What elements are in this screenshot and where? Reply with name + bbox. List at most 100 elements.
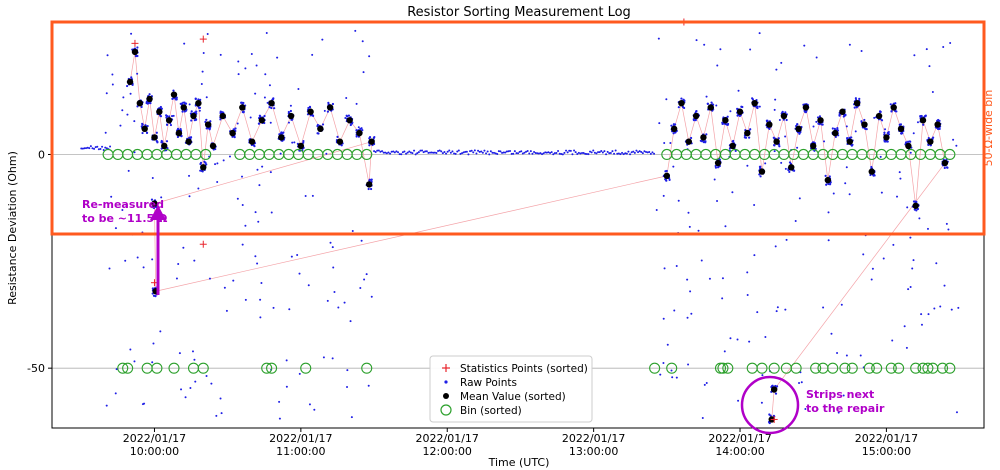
raw-point xyxy=(536,152,539,155)
raw-point xyxy=(289,109,292,113)
statistics-connector xyxy=(783,115,792,168)
mean-point xyxy=(175,129,183,137)
raw-point xyxy=(136,46,139,49)
raw-point xyxy=(558,152,561,155)
raw-point xyxy=(362,71,365,74)
raw-point xyxy=(955,411,958,414)
bin-width-annotation: 50-Ω-wide bin xyxy=(982,90,995,167)
mean-point xyxy=(685,138,692,145)
raw-point xyxy=(189,386,192,389)
raw-point xyxy=(798,132,801,135)
raw-point xyxy=(625,152,628,155)
raw-point xyxy=(105,92,108,95)
x-tick-label-date: 2022/01/17 xyxy=(562,432,625,445)
raw-point xyxy=(812,141,815,144)
mean-point xyxy=(346,117,353,124)
raw-point xyxy=(640,150,643,153)
mean-point xyxy=(146,95,153,103)
raw-point xyxy=(343,301,346,304)
raw-point xyxy=(200,82,203,85)
raw-point xyxy=(165,140,169,143)
mean-point xyxy=(239,104,246,111)
x-tick-label-date: 2022/01/17 xyxy=(123,432,186,445)
raw-point xyxy=(150,198,154,201)
raw-point xyxy=(701,417,704,420)
x-tick-label-time: 11:00:00 xyxy=(276,445,325,458)
mean-point xyxy=(868,168,875,175)
raw-point xyxy=(614,149,617,152)
raw-point xyxy=(373,150,376,153)
mean-point xyxy=(773,138,780,145)
raw-point xyxy=(555,152,558,155)
raw-point xyxy=(865,128,868,131)
raw-point xyxy=(827,211,830,214)
raw-point xyxy=(664,178,668,182)
raw-point xyxy=(254,92,257,95)
raw-point xyxy=(255,64,258,67)
raw-point xyxy=(908,140,911,143)
raw-point xyxy=(818,115,822,118)
raw-point xyxy=(561,153,564,156)
raw-point xyxy=(695,39,698,42)
raw-point xyxy=(899,177,902,180)
mean-point xyxy=(744,129,751,137)
raw-point xyxy=(108,267,111,270)
raw-point xyxy=(939,305,942,308)
raw-point xyxy=(780,161,783,164)
raw-point xyxy=(655,209,658,212)
raw-point xyxy=(272,306,275,309)
raw-point xyxy=(156,141,159,144)
raw-point xyxy=(688,225,691,228)
raw-point xyxy=(311,53,314,56)
bin-point xyxy=(885,362,897,374)
raw-point xyxy=(854,130,857,133)
raw-point xyxy=(611,150,614,153)
mean-point xyxy=(722,117,729,124)
raw-point xyxy=(94,146,97,149)
raw-point xyxy=(282,131,285,134)
raw-point xyxy=(486,150,489,153)
raw-point xyxy=(172,89,175,92)
raw-point xyxy=(681,105,685,108)
raw-point xyxy=(778,145,781,148)
raw-point xyxy=(129,92,132,95)
raw-point xyxy=(219,53,222,56)
raw-point xyxy=(141,131,144,135)
raw-point xyxy=(571,153,574,156)
raw-point xyxy=(459,152,462,155)
raw-point xyxy=(259,298,262,301)
raw-point xyxy=(485,152,488,155)
raw-point xyxy=(368,144,371,147)
raw-point xyxy=(920,313,923,316)
raw-point xyxy=(521,152,524,155)
raw-point xyxy=(142,266,145,269)
raw-point xyxy=(748,340,751,343)
raw-point xyxy=(863,118,866,122)
raw-point xyxy=(544,151,547,154)
raw-point xyxy=(665,98,668,101)
raw-point xyxy=(592,149,595,152)
bin-point xyxy=(827,362,839,374)
raw-point xyxy=(838,113,841,116)
bin-point xyxy=(756,362,768,374)
bin-point xyxy=(768,362,780,374)
raw-point xyxy=(488,153,491,156)
raw-point xyxy=(122,96,125,99)
raw-point xyxy=(666,343,669,346)
raw-point xyxy=(91,147,94,150)
raw-point xyxy=(889,103,892,106)
raw-point xyxy=(346,386,349,389)
raw-point xyxy=(598,151,601,154)
raw-point xyxy=(777,137,780,140)
statistics-connector xyxy=(163,120,170,147)
statistics-connector xyxy=(908,145,917,206)
raw-point xyxy=(119,124,122,127)
raw-point xyxy=(202,51,205,54)
raw-point xyxy=(690,312,693,315)
raw-point xyxy=(182,246,185,249)
raw-point xyxy=(438,149,441,152)
raw-point xyxy=(724,225,727,228)
raw-point xyxy=(316,123,319,127)
bin-point xyxy=(944,148,956,161)
mean-point xyxy=(151,200,158,207)
